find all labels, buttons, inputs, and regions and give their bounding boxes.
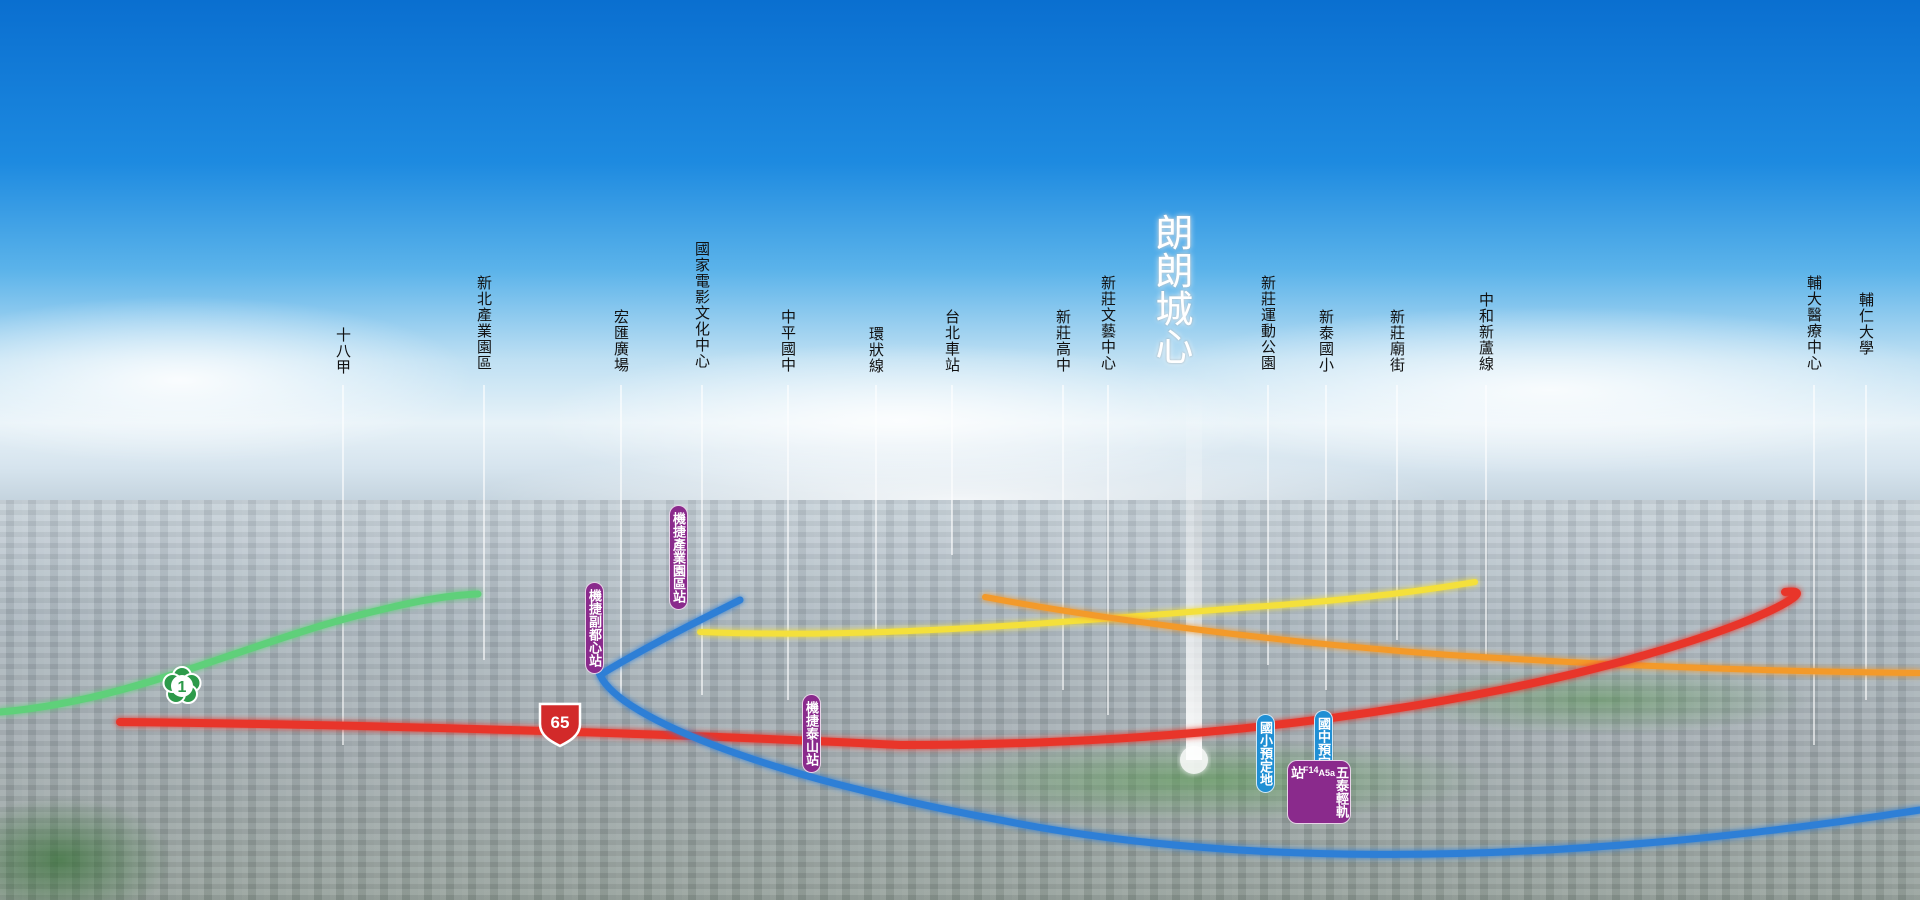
yellow-route: [697, 579, 1478, 637]
project-light-beam: [1186, 390, 1202, 760]
station-suffix: 站: [1289, 766, 1304, 779]
landmark-honghui-plaza: 宏匯廣場: [612, 309, 629, 373]
landmark-fju-university: 輔仁大學: [1857, 292, 1874, 356]
orange-route: [982, 594, 1920, 676]
station-mrt-taishan: 機捷泰山站: [802, 694, 821, 773]
landmark-zhongping-junior-high: 中平國中: [779, 309, 796, 373]
landmark-xinzhuang-sports-park: 新莊運動公園: [1259, 275, 1276, 371]
expressway-65-number: 65: [551, 713, 570, 732]
freeway-1-badge: 1: [162, 666, 202, 704]
station-mrt-industrial-park: 機捷產業園區站: [669, 505, 688, 610]
landmark-fju-hospital: 輔大醫療中心: [1805, 275, 1822, 371]
project-location-glow: [1180, 746, 1208, 774]
landmark-xinbei-industrial-park: 新北產業園區: [475, 275, 492, 371]
landmark-circular-line: 環狀線: [867, 326, 884, 374]
landmark-taipei-main-station: 台北車站: [943, 309, 960, 373]
project-title: 朗朗城心: [1148, 213, 1193, 365]
station-wugu-tai-lrt-name: 五泰輕軌: [1334, 766, 1350, 818]
red-route: [116, 587, 1801, 750]
station-code-f14: F14: [1303, 765, 1319, 775]
blue-route: [595, 596, 1920, 858]
leader-lines: [342, 385, 1867, 745]
landmark-xintai-elementary: 新泰國小: [1317, 309, 1334, 373]
station-wugu-tai-lrt: 五泰輕軌 A5a F14 站: [1287, 760, 1352, 824]
freeway-1-number: 1: [178, 679, 187, 696]
landmark-xinzhuang-arts-center: 新莊文藝中心: [1099, 275, 1116, 371]
landmark-zhonghe-xinlu-line: 中和新蘆線: [1477, 292, 1494, 372]
landmark-xinzhuang-senior-high: 新莊高中: [1054, 309, 1071, 373]
station-code-a5a: A5a: [1318, 768, 1336, 778]
landmark-shibajia: 十八甲: [334, 327, 351, 375]
station-elementary-site: 國小預定地: [1256, 714, 1275, 793]
station-mrt-sub-city-center: 機捷副都心站: [585, 582, 604, 674]
expressway-65-badge: 65: [538, 702, 582, 748]
landmark-xinzhuang-temple-street: 新莊廟街: [1388, 309, 1405, 373]
green-route: [0, 590, 482, 716]
landmark-national-film-center: 國家電影文化中心: [693, 241, 710, 369]
